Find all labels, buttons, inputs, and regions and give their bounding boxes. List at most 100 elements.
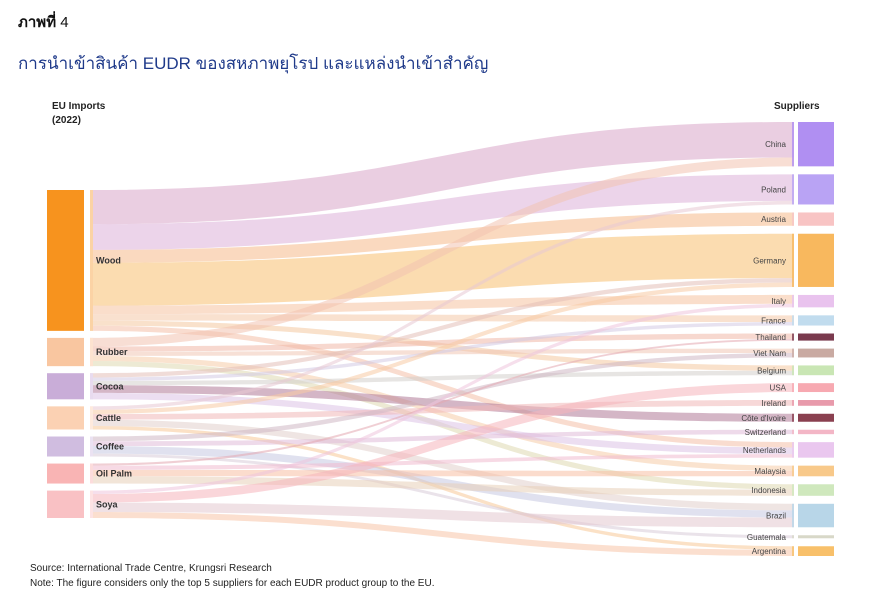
supplier-bar-brazil: [798, 503, 834, 528]
supplier-label-c-te-d-ivoire: Côte d'Ivoire: [741, 414, 786, 423]
supplier-bar-usa: [798, 383, 834, 393]
supplier-bar-poland: [798, 174, 834, 205]
supplier-bar-switzerland: [798, 429, 834, 435]
supplier-label-malaysia: Malaysia: [754, 467, 786, 476]
figure-title: การนำเข้าสินค้า EUDR ของสหภาพยุโรป และแห…: [18, 54, 489, 73]
product-label-wood: Wood: [96, 255, 121, 265]
supplier-label-guatemala: Guatemala: [747, 533, 787, 542]
flow-rubber-to-malaysia: [90, 355, 794, 471]
supplier-label-china: China: [765, 140, 786, 149]
supplier-edge-china: [792, 122, 794, 167]
flow-oil-palm-to-indonesia: [90, 476, 794, 496]
flow-wood-to-poland: [90, 174, 794, 250]
flow-oil-palm-to-malaysia: [90, 469, 794, 477]
flow-coffee-to-viet-nam: [90, 353, 794, 442]
supplier-bar-malaysia: [798, 465, 834, 477]
supplier-bar-thailand: [798, 333, 834, 341]
figure-number-value: 4: [60, 14, 69, 31]
supplier-bar-china: [798, 122, 834, 167]
supplier-label-netherlands: Netherlands: [743, 446, 786, 455]
product-bar-rubber: [47, 337, 84, 367]
flow-oil-palm-to-netherlands: [90, 454, 794, 470]
product-bar-soya: [47, 490, 84, 518]
supplier-label-thailand: Thailand: [755, 333, 786, 342]
supplier-edge-ireland: [792, 400, 794, 406]
supplier-edge-thailand: [792, 333, 794, 341]
product-link-edge-soya: [90, 490, 93, 518]
flow-layer: [90, 122, 794, 556]
supplier-edge-usa: [792, 383, 794, 393]
supplier-edge-indonesia: [792, 484, 794, 496]
supplier-bar-argentina: [798, 546, 834, 556]
flow-cocoa-to-netherlands: [90, 392, 794, 455]
flow-rubber-to-thailand: [90, 333, 794, 352]
product-label-oil-palm: Oil Palm: [96, 469, 132, 479]
flow-wood-to-netherlands: [90, 325, 794, 448]
flow-wood-to-germany: [90, 233, 794, 306]
supplier-label-austria: Austria: [761, 215, 786, 224]
product-bar-cocoa: [47, 373, 84, 400]
flow-wood-to-france: [90, 314, 794, 322]
supplier-edge-poland: [792, 174, 794, 205]
supplier-label-belgium: Belgium: [757, 366, 786, 375]
product-bar-oil-palm: [47, 463, 84, 484]
product-link-edge-oil-palm: [90, 463, 93, 484]
supplier-node-layer: China Poland Austria Germany Italy France Thai…: [741, 122, 834, 556]
flow-cattle-to-brazil: [90, 419, 794, 511]
right-column-header: Suppliers: [774, 101, 820, 112]
supplier-edge-viet-nam: [792, 348, 794, 358]
flow-cocoa-to-belgium: [90, 370, 794, 386]
supplier-bar-austria: [798, 212, 834, 226]
flow-cattle-to-germany: [90, 282, 794, 415]
product-label-cocoa: Cocoa: [96, 381, 125, 391]
flow-soya-to-italy: [90, 303, 794, 495]
supplier-label-germany: Germany: [753, 256, 786, 265]
flow-soya-to-argentina: [90, 512, 794, 556]
supplier-bar-france: [798, 315, 834, 326]
supplier-label-france: France: [761, 316, 786, 325]
flow-wood-to-belgium: [90, 320, 794, 371]
flow-coffee-to-guatemala: [90, 453, 794, 539]
supplier-label-indonesia: Indonesia: [751, 486, 786, 495]
left-column-header: EU Imports (2022): [52, 100, 105, 128]
supplier-edge-germany: [792, 233, 794, 287]
supplier-edge-argentina: [792, 546, 794, 556]
supplier-edge-brazil: [792, 503, 794, 528]
supplier-label-poland: Poland: [761, 185, 786, 194]
supplier-edge-netherlands: [792, 442, 794, 458]
footnote: Note: The figure considers only the top …: [30, 578, 435, 589]
supplier-label-italy: Italy: [771, 297, 786, 306]
figure-number: ภาพที่ 4: [18, 10, 69, 34]
product-bar-wood: [47, 190, 84, 331]
product-bar-coffee: [47, 436, 84, 457]
supplier-bar-c-te-d-ivoire: [798, 413, 834, 422]
supplier-bar-germany: [798, 233, 834, 287]
product-link-edge-coffee: [90, 436, 93, 457]
product-label-rubber: Rubber: [96, 347, 128, 357]
supplier-edge-guatemala: [792, 535, 794, 539]
supplier-bar-guatemala: [798, 535, 834, 539]
supplier-label-ireland: Ireland: [762, 399, 786, 408]
supplier-edge-austria: [792, 212, 794, 226]
flow-cocoa-to-c-te-d-ivoire: [90, 385, 794, 422]
supplier-label-usa: USA: [770, 384, 787, 393]
figure-label: ภาพที่: [18, 14, 57, 31]
product-node-layer: Wood Rubber Cocoa Cattle Coffee Oil Palm Soya: [47, 190, 132, 518]
flow-cocoa-to-germany: [90, 278, 794, 378]
supplier-label-viet-nam: Viet Nam: [753, 349, 786, 358]
flow-coffee-to-switzerland: [90, 429, 794, 447]
left-header-line2: (2022): [52, 115, 81, 126]
supplier-edge-france: [792, 315, 794, 326]
supplier-label-switzerland: Switzerland: [745, 428, 786, 437]
supplier-bar-belgium: [798, 365, 834, 376]
supplier-label-brazil: Brazil: [766, 512, 786, 521]
product-link-edge-wood: [90, 190, 93, 331]
supplier-edge-c-te-d-ivoire: [792, 413, 794, 422]
supplier-bar-ireland: [798, 400, 834, 406]
supplier-bar-indonesia: [798, 484, 834, 496]
product-label-soya: Soya: [96, 499, 119, 509]
source-note: Source: International Trade Centre, Krun…: [30, 563, 272, 574]
supplier-label-argentina: Argentina: [752, 547, 787, 556]
left-header-line1: EU Imports: [52, 101, 106, 112]
